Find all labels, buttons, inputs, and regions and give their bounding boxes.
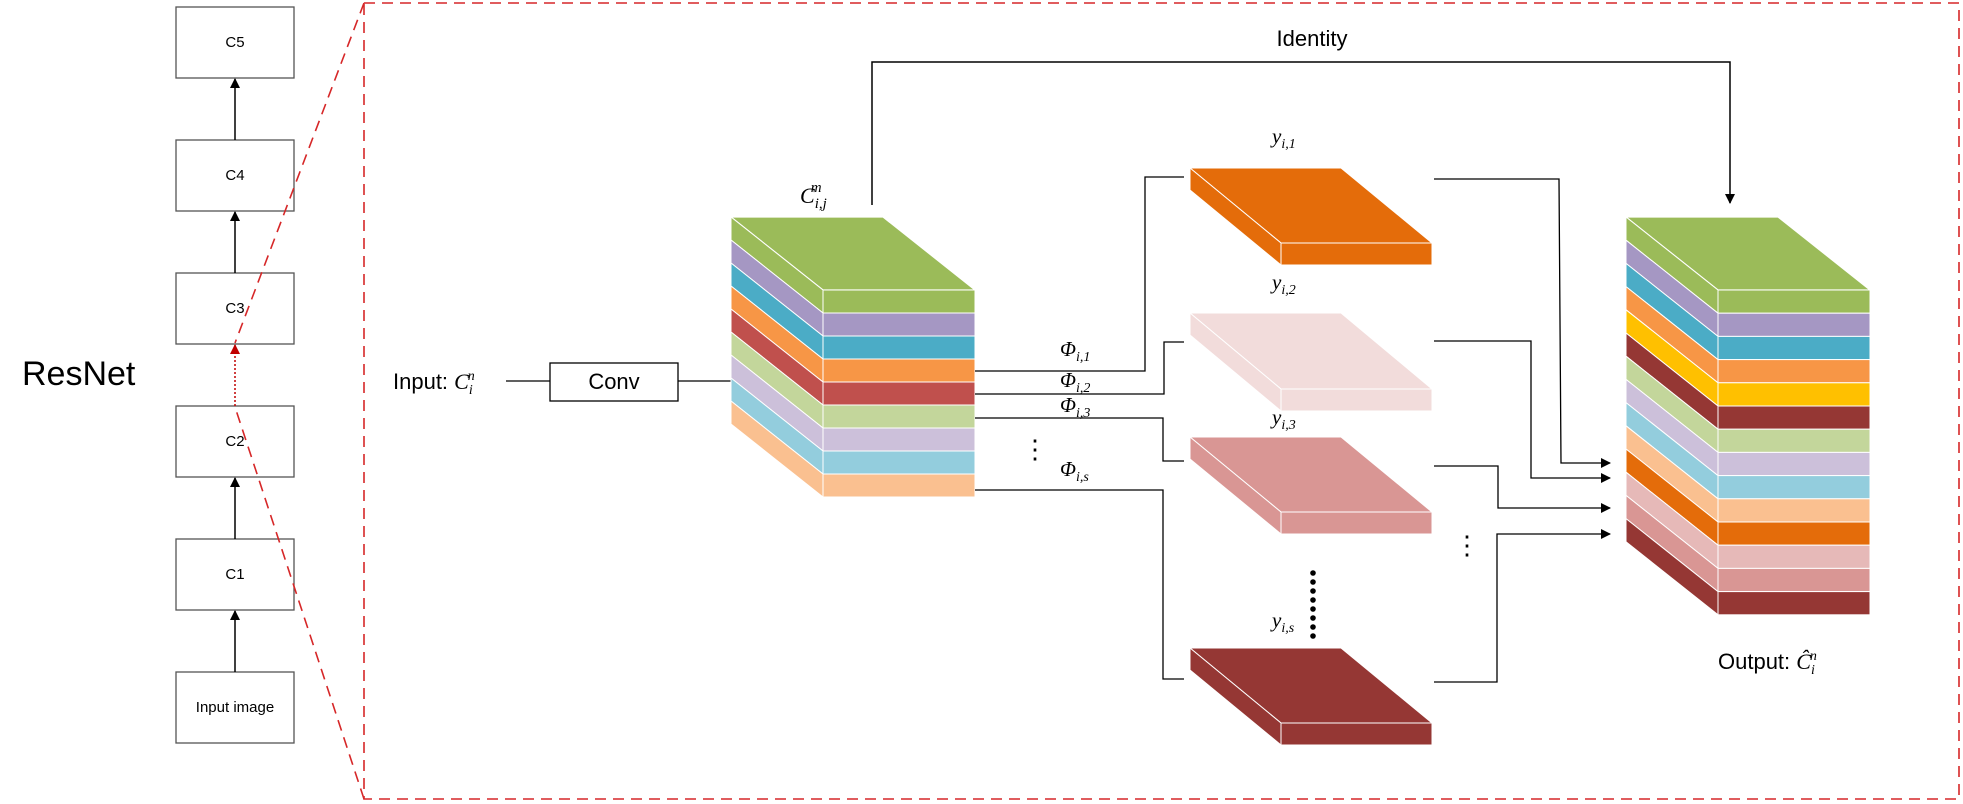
conv-label: Conv [588,369,639,394]
intrinsic-feature-stack: Ci,jm [729,180,977,499]
phi-label-s: Φi,s [1060,457,1089,485]
ghost-label-s: yi,s [1270,608,1295,636]
stage-label-c2: C2 [225,433,244,450]
stage-label-c3: C3 [225,300,244,317]
concat-arrows [1434,178,1611,683]
ghost-plate-1 [1188,166,1434,267]
output-layer-14 [1625,517,1871,616]
phi-paths [975,176,1184,680]
stack-layer-9 [730,399,976,499]
resnet-title: ResNet [22,355,136,393]
output-layer-4 [1625,285,1871,384]
ghost-label-2: yi,2 [1270,270,1296,298]
ghost-plate-2 [1188,311,1434,413]
ghost-plate-3 [1188,435,1434,536]
stack-layer-7 [730,353,976,453]
stage-box-c5: C5 [175,6,295,79]
output-feature-stack [1624,215,1872,616]
phi-label-1: Φi,1 [1060,337,1090,365]
stage-box-c1: C1 [175,538,295,611]
output-layer-3 [1625,262,1871,361]
ghost-plates [1188,166,1434,747]
ghost-labels: yi,1 yi,2 yi,3 yi,s [1270,124,1316,639]
identity-path: Identity [871,26,1735,205]
zoom-frame [234,2,1960,800]
phi-label-2: Φi,2 [1060,368,1090,396]
stack-label: Ci,jm [800,180,827,212]
stage-label-c1: C1 [225,566,244,583]
resnet-panel: ResNet C5 C4 C3 C2 C1 Input image [22,6,295,744]
stage-box-c4: C4 [175,139,295,212]
ghost-ellipsis-dots [1310,570,1316,639]
ghost-label-1: yi,1 [1270,124,1296,152]
stack-layer-1 [730,215,976,315]
identity-label: Identity [1277,26,1348,51]
output-layer-6 [1625,331,1871,431]
stage-box-c2: C2 [175,405,295,478]
phi-labels: Φi,1 Φi,2 Φi,3 Φi,s ⋮ [1022,337,1090,485]
stack-layer-6 [730,330,976,430]
stack-layer-8 [730,376,976,476]
ghost-plate-s [1188,646,1434,747]
stage-label-c5: C5 [225,34,244,51]
phi-label-3: Φi,3 [1060,393,1090,421]
stage-box-c3: C3 [175,272,295,345]
phi-ellipsis: ⋮ [1022,434,1048,464]
input-label: Input: Cin [393,369,475,398]
stage-box-input-image: Input image [175,671,295,744]
concat-ellipsis: ⋮ [1454,530,1480,560]
output-layer-9 [1625,401,1871,500]
output-layer-5 [1625,308,1871,408]
output-layer-1 [1625,215,1871,315]
output-label: Output: Ĉin [1718,649,1817,678]
stack-layer-4 [730,284,976,384]
input-block: Input: Cin Conv [393,362,731,402]
conv-box [549,362,679,402]
ghost-label-3: yi,3 [1270,405,1296,433]
stage-label-c4: C4 [225,167,244,184]
stage-label-input-image: Input image [196,699,274,716]
